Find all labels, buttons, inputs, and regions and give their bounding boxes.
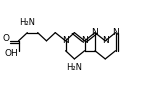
Text: OH: OH — [5, 49, 18, 58]
Text: N: N — [102, 36, 109, 45]
Text: N: N — [82, 36, 88, 45]
Text: H₂N: H₂N — [66, 63, 82, 72]
Text: N: N — [92, 28, 98, 37]
Text: H₂N: H₂N — [19, 18, 35, 27]
Text: N: N — [62, 36, 69, 45]
Text: N: N — [112, 28, 119, 37]
Text: O: O — [2, 34, 9, 43]
